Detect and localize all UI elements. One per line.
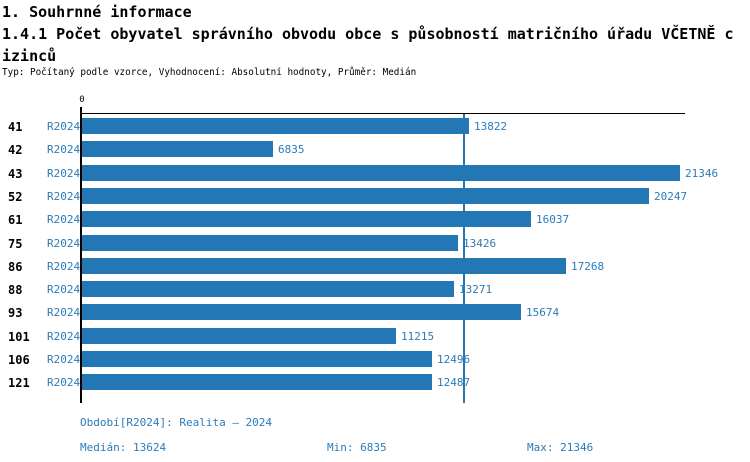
bar-value-label-93: 15674 [526,306,560,320]
bar-88 [82,281,454,298]
bar-52 [82,187,649,204]
series-label-42: R2024 [47,143,81,157]
series-label-61: R2024 [47,213,81,227]
bar-value-label-43: 21346 [685,166,719,180]
category-label-86: 86 [8,259,23,274]
bar-86 [82,257,566,274]
bar-value-label-88: 13271 [459,283,493,297]
series-label-93: R2024 [47,306,81,320]
series-label-101: R2024 [47,329,81,343]
bar-value-label-52: 20247 [654,189,688,203]
max-stat: Max: 21346 [527,441,594,454]
period-label: Období[R2024]: Realita – 2024 [80,416,273,429]
report-title-line-2: izinců [2,47,57,65]
y-axis-line [80,107,82,403]
bar-75 [82,234,458,251]
bar-41 [82,118,469,134]
series-label-41: R2024 [47,120,81,133]
category-label-106: 106 [8,353,30,367]
report-title-line-1: 1.4.1 Počet obyvatel správního obvodu ob… [2,25,734,43]
bar-121 [82,374,432,391]
bar-61 [82,211,531,228]
bar-value-label-106: 12496 [437,353,471,366]
report-subtitle: Typ: Počítaný podle vzorce, Vyhodnocení:… [2,67,417,78]
bar-value-label-41: 13822 [474,120,508,133]
series-label-88: R2024 [47,283,81,297]
category-label-52: 52 [8,189,23,204]
bar-value-label-42: 6835 [278,143,305,157]
x-axis-line [81,113,685,114]
series-label-52: R2024 [47,189,81,203]
category-label-93: 93 [8,306,23,321]
category-label-75: 75 [8,236,23,251]
category-label-43: 43 [8,166,23,181]
series-label-121: R2024 [47,376,81,390]
series-label-43: R2024 [47,166,81,180]
bar-101 [82,327,396,344]
bar-42 [82,141,273,158]
category-label-88: 88 [8,283,23,298]
x-axis-zero-tick-label: 0 [79,95,85,105]
min-stat: Min: 6835 [327,441,387,454]
series-label-75: R2024 [47,236,81,250]
bar-value-label-86: 17268 [571,259,605,273]
bar-value-label-121: 12487 [437,376,471,390]
bar-value-label-101: 11215 [401,329,435,343]
category-label-121: 121 [8,376,30,391]
bar-43 [82,164,680,181]
series-label-86: R2024 [47,259,81,273]
category-label-61: 61 [8,213,23,228]
category-label-42: 42 [8,143,23,158]
median-stat: Medián: 13624 [80,441,167,454]
bar-93 [82,304,521,321]
bar-value-label-75: 13426 [463,236,497,250]
bar-value-label-61: 16037 [536,213,570,227]
bar-106 [82,351,432,367]
category-label-41: 41 [8,120,23,134]
series-label-106: R2024 [47,353,81,366]
section-title: 1. Souhrnné informace [2,3,192,21]
category-label-101: 101 [8,329,30,344]
